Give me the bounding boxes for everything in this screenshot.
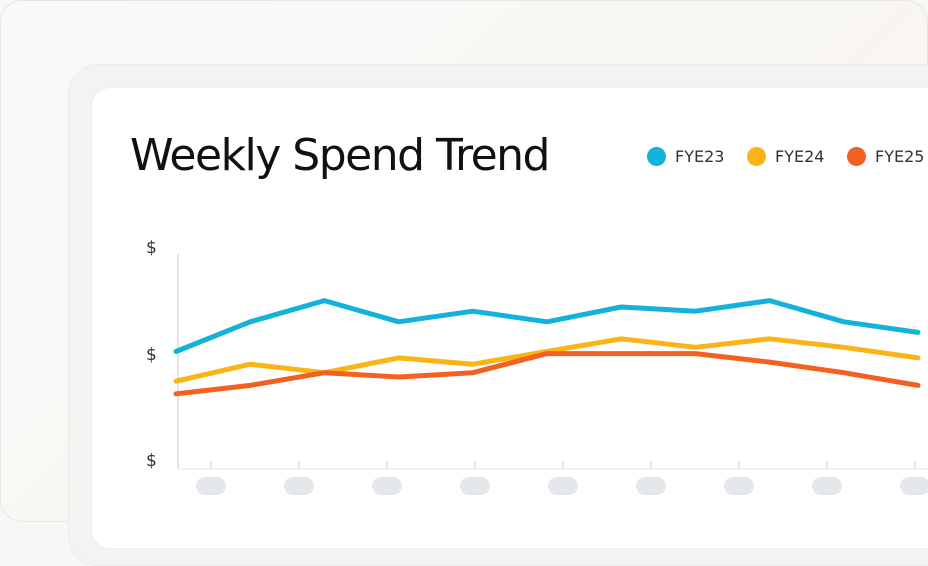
chart-title: Weekly Spend Trend [130, 130, 550, 181]
series-line-fye24 [173, 336, 921, 384]
legend-swatch-fye23 [647, 146, 666, 166]
x-tick-label-placeholder [636, 477, 666, 495]
x-ticks [196, 461, 928, 495]
series-line-fye25 [173, 351, 921, 397]
legend-label-fye23: FYE23 [675, 146, 725, 166]
x-tick-label-placeholder [548, 477, 578, 495]
x-axis [178, 461, 928, 495]
x-tick-label-placeholder [372, 477, 402, 495]
legend-label-fye24: FYE24 [775, 146, 825, 166]
y-tick-label-middle: $ [146, 345, 157, 365]
series-layer [173, 298, 921, 397]
series-line-fye23 [173, 298, 921, 354]
legend-item-fye24: FYE24 [747, 146, 824, 166]
legend-item-fye25: FYE25 [847, 146, 924, 166]
x-tick-label-placeholder [196, 477, 226, 495]
x-tick-label-placeholder [284, 477, 314, 495]
x-tick-label-placeholder [460, 477, 490, 495]
legend-label-fye25: FYE25 [875, 146, 925, 166]
y-axis: $ $ $ [146, 238, 179, 471]
line-chart: $ $ $ [146, 238, 928, 495]
x-tick-label-placeholder [812, 477, 842, 495]
legend-swatch-fye25 [847, 146, 866, 166]
x-tick-label-placeholder [724, 477, 754, 495]
y-tick-label-bottom: $ [146, 451, 157, 471]
y-tick-label-top: $ [146, 238, 157, 258]
legend-item-fye23: FYE23 [647, 146, 724, 166]
x-tick-label-placeholder [900, 477, 928, 495]
legend-swatch-fye24 [747, 146, 766, 166]
